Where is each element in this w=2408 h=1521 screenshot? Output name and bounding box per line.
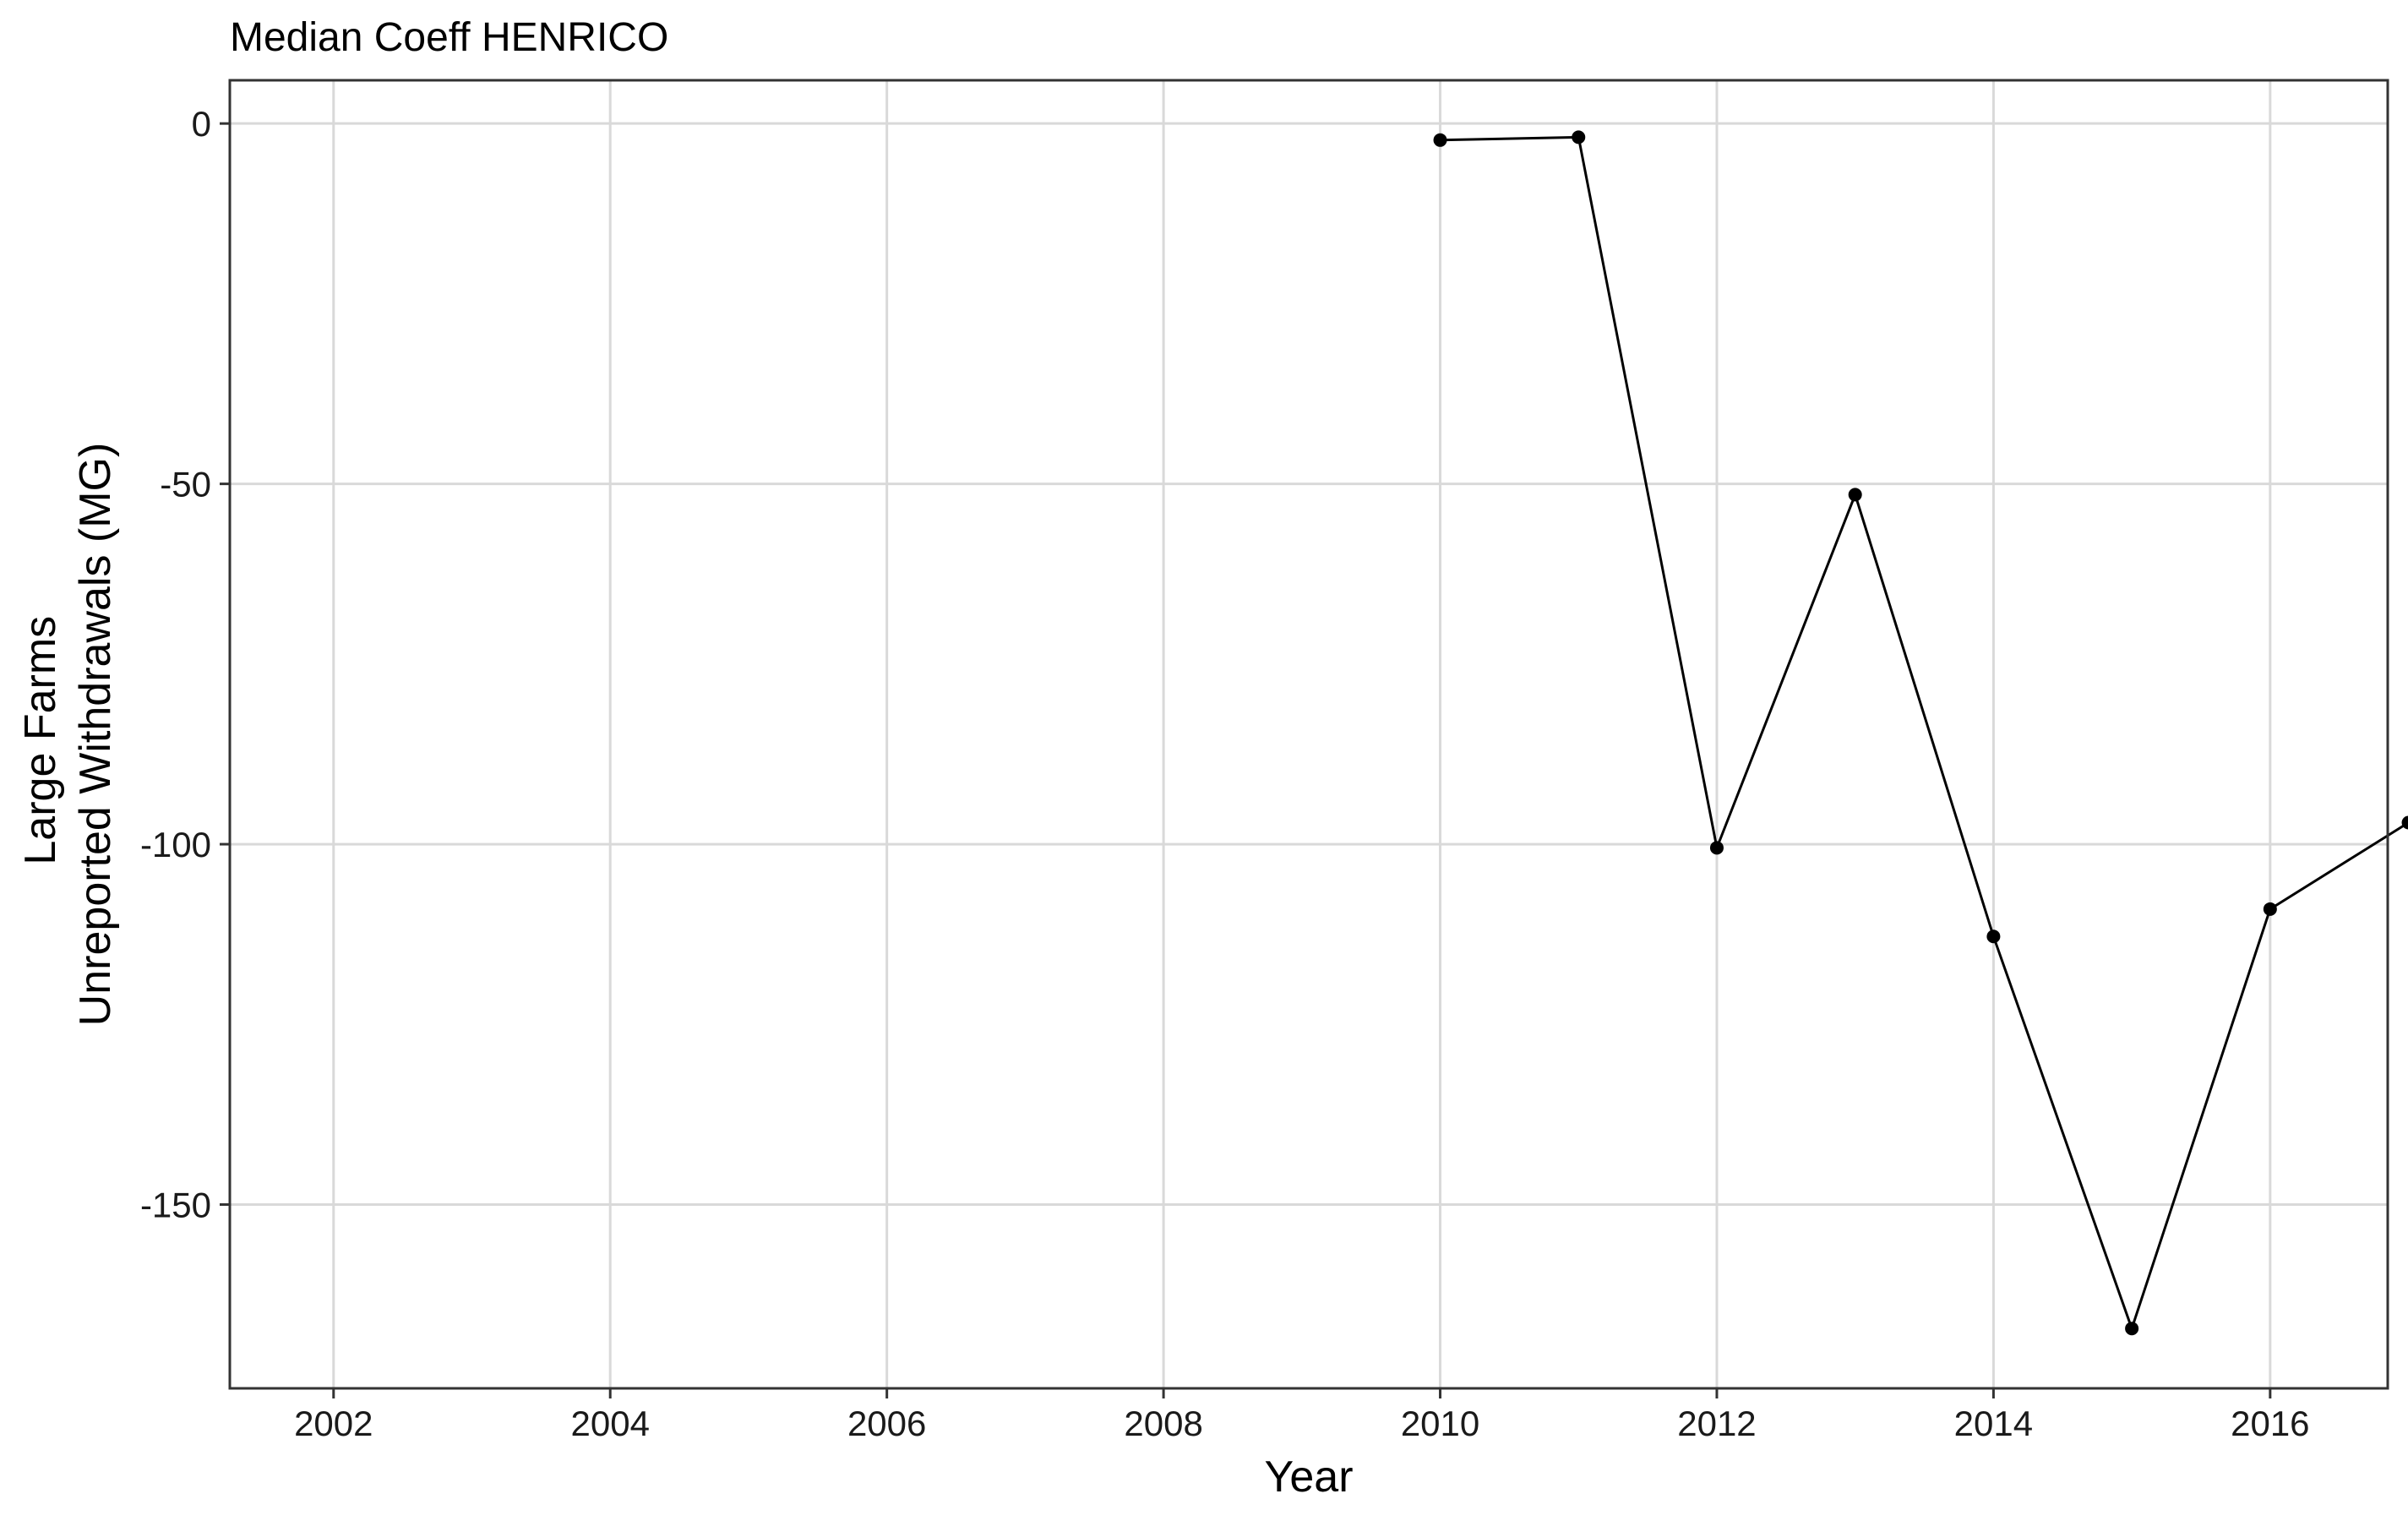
x-axis-title: Year (1264, 1453, 1353, 1502)
x-tick-label: 2014 (1954, 1404, 2033, 1443)
x-tick-label: 2002 (294, 1404, 373, 1443)
plot-panel-border (228, 79, 2389, 1390)
data-point (1433, 133, 1447, 147)
data-point (1709, 841, 1724, 855)
axis-ticks (220, 122, 2272, 1398)
y-tick-label: -150 (140, 1186, 211, 1225)
data-point (2125, 1322, 2139, 1336)
x-tick-label: 2004 (571, 1404, 650, 1443)
y-axis-title: Large Farms Unreported Withdrawals (MG) (16, 443, 120, 1027)
x-tick-label: 2016 (2231, 1404, 2309, 1443)
data-point (1986, 930, 2001, 944)
x-tick-label: 2008 (1124, 1404, 1202, 1443)
series-line (1440, 135, 2408, 1333)
y-tick-label: -50 (160, 465, 211, 504)
data-point (2401, 815, 2408, 830)
y-tick-label: -100 (140, 825, 211, 864)
data-point (2263, 902, 2277, 916)
y-axis-title-line-2: Unreported Withdrawals (MG) (71, 443, 120, 1027)
axis-labels: 2002 2004 2006 2008 2010 2012 2014 2016 0 -50 -100… (140, 104, 2310, 1443)
grid-lines (230, 80, 2388, 1388)
series (1433, 130, 2408, 1336)
x-tick-label: 2010 (1401, 1404, 1479, 1443)
data-point (1848, 488, 1862, 502)
y-axis-title-line-1: Large Farms (16, 616, 65, 865)
data-point (1572, 130, 1586, 144)
y-tick-label: 0 (192, 104, 211, 144)
x-tick-label: 2006 (847, 1404, 926, 1443)
x-tick-label: 2012 (1677, 1404, 1756, 1443)
chart-title: Median Coeff HENRICO (230, 15, 668, 60)
